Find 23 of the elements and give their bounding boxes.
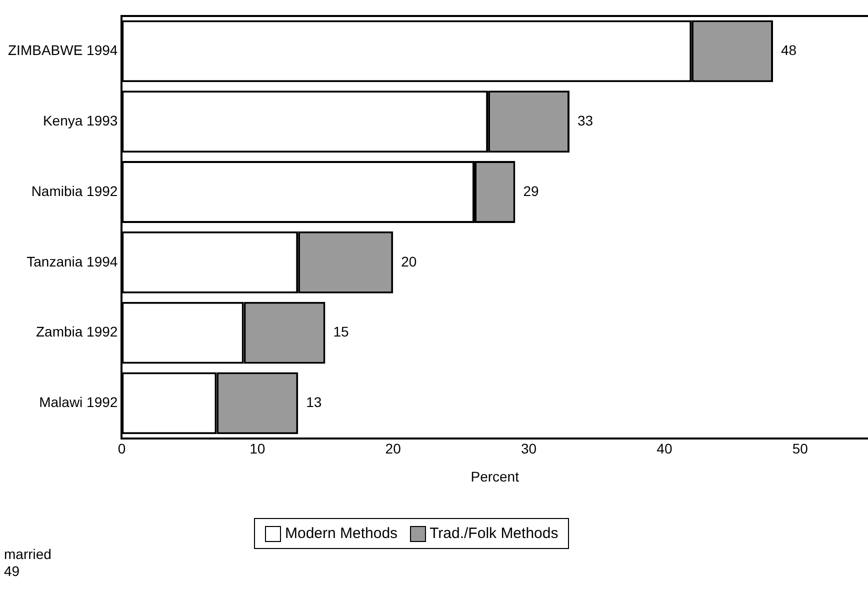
total-label: 15 xyxy=(333,324,350,340)
y-tick-label: Kenya 1993 xyxy=(42,112,118,128)
y-tick-label: Malawi 1992 xyxy=(39,394,118,410)
x-tick-label: 10 xyxy=(250,440,266,457)
total-label: 13 xyxy=(306,394,322,410)
legend-label: Trad./Folk Methods xyxy=(430,525,558,542)
x-tick-label: 30 xyxy=(520,440,537,457)
x-tick-label: 50 xyxy=(792,440,808,457)
y-tick-label: Namibia 1992 xyxy=(31,182,118,199)
total-label: 20 xyxy=(401,253,417,270)
y-tick-label: Zambia 1992 xyxy=(36,324,118,340)
total-label: 29 xyxy=(523,182,539,199)
y-tick-label: Tanzania 1994 xyxy=(26,253,118,270)
y-tick-label: ZIMBABWE 1994 xyxy=(8,42,118,58)
x-tick-label: 0 xyxy=(118,440,126,457)
text: Modern Methods xyxy=(285,525,398,542)
total-label: 48 xyxy=(781,42,797,58)
total-label: 33 xyxy=(577,112,594,128)
text: 49 xyxy=(4,562,20,579)
x-axis-title: Percent xyxy=(470,468,520,484)
x-tick-label: 20 xyxy=(385,440,402,457)
x-tick-label: 40 xyxy=(656,440,672,457)
text: married xyxy=(4,546,52,562)
